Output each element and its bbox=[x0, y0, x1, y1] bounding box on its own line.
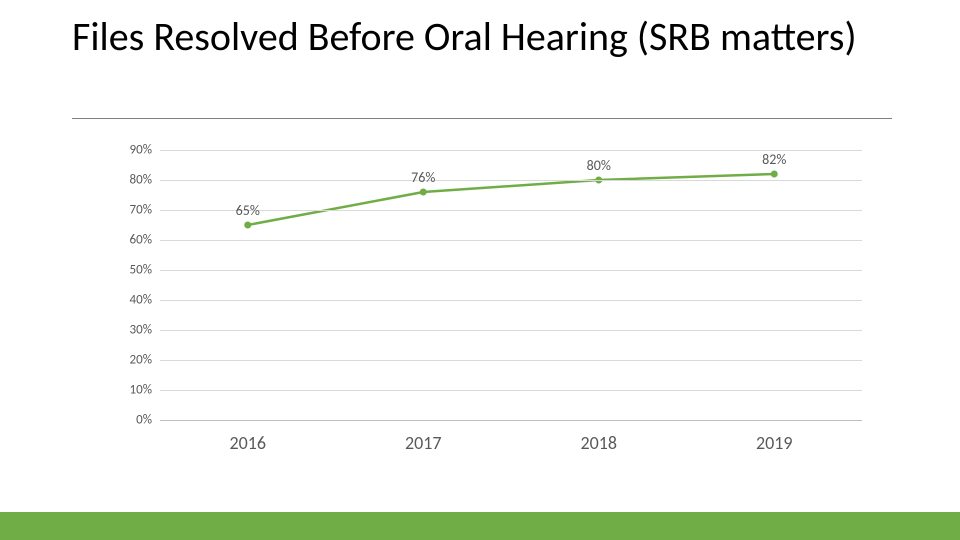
gridline bbox=[160, 390, 862, 391]
gridline bbox=[160, 270, 862, 271]
line-chart: 0%10%20%30%40%50%60%70%80%90%20162017201… bbox=[104, 150, 872, 460]
y-axis-label: 0% bbox=[92, 413, 152, 428]
data-label: 65% bbox=[236, 202, 260, 219]
gridline bbox=[160, 150, 862, 151]
y-axis-label: 20% bbox=[92, 353, 152, 368]
slide-title: Files Resolved Before Oral Hearing (SRB … bbox=[72, 14, 892, 60]
series-line bbox=[248, 174, 775, 225]
data-label: 80% bbox=[587, 157, 611, 174]
x-axis-label: 2016 bbox=[230, 432, 267, 454]
gridline bbox=[160, 360, 862, 361]
x-axis-label: 2018 bbox=[581, 432, 618, 454]
series-marker bbox=[420, 189, 427, 196]
gridline bbox=[160, 180, 862, 181]
x-axis-label: 2019 bbox=[756, 432, 793, 454]
y-axis-label: 90% bbox=[92, 143, 152, 158]
series-marker bbox=[771, 171, 778, 178]
y-axis-label: 60% bbox=[92, 233, 152, 248]
y-axis-label: 50% bbox=[92, 263, 152, 278]
y-axis-label: 80% bbox=[92, 173, 152, 188]
y-axis-label: 40% bbox=[92, 293, 152, 308]
gridline bbox=[160, 240, 862, 241]
y-axis-label: 30% bbox=[92, 323, 152, 338]
gridline bbox=[160, 210, 862, 211]
y-axis-label: 10% bbox=[92, 383, 152, 398]
data-label: 76% bbox=[411, 169, 435, 186]
title-underline bbox=[72, 118, 892, 119]
x-axis-label: 2017 bbox=[405, 432, 442, 454]
plot-area bbox=[160, 150, 862, 421]
chart-svg bbox=[160, 150, 862, 420]
series-marker bbox=[244, 222, 251, 229]
y-axis-label: 70% bbox=[92, 203, 152, 218]
gridline bbox=[160, 330, 862, 331]
data-label: 82% bbox=[762, 151, 786, 168]
gridline bbox=[160, 300, 862, 301]
footer-accent-bar bbox=[0, 512, 960, 540]
